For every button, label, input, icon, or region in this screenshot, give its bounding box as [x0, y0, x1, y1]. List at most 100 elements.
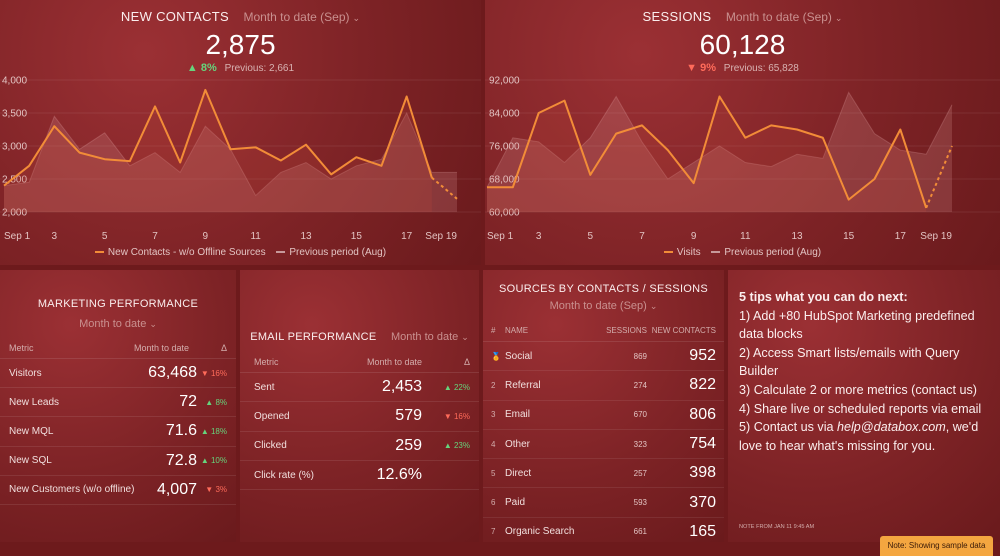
col-sessions: SESSIONS [606, 326, 647, 335]
period-select[interactable]: Month to date (Sep) ⌄ [483, 300, 724, 312]
previous-series-area [487, 92, 952, 212]
new-contacts-panel: NEW CONTACTS Month to date (Sep) ⌄ 2,875 … [0, 0, 481, 265]
sessions-title: SESSIONS [642, 9, 712, 24]
new-contacts-title: NEW CONTACTS [120, 9, 229, 24]
table-row: New Customers (w/o offline) 4,007 ▼ 3% [0, 476, 236, 505]
x-tick-label: 5 [102, 231, 108, 242]
source-sessions: 661 [633, 527, 647, 537]
source-name: Paid [505, 497, 526, 509]
x-tick-label: 11 [250, 231, 261, 242]
x-tick-label: 9 [203, 231, 209, 242]
row-value: 259 [395, 436, 422, 454]
table-row: Clicked 259 ▲ 23% [240, 432, 479, 461]
table-row[interactable]: 6 Paid 593 370 [483, 488, 724, 518]
row-value: 72 [179, 393, 197, 411]
sessions-chart: 92,000 84,000 76,000 68,000 60,000 Sep 1 3 5 7 9 1… [485, 76, 1000, 242]
row-delta: ▲ 10% [200, 456, 227, 466]
x-tick-label: 7 [152, 231, 158, 242]
current-series-area [487, 96, 927, 212]
period-select-label: Month to date (Sep) [725, 10, 832, 24]
table-row: New MQL 71.6 ▲ 18% [0, 417, 236, 447]
legend-label: New Contacts - w/o Offline Sources [107, 247, 266, 258]
row-value: 12.6% [376, 466, 422, 484]
tip-line: 5) Contact us via help@databox.com, we'd… [739, 418, 989, 455]
tips-text: 5 tips what you can do next: 1) Add +80 … [728, 270, 1000, 455]
y-tick-label: 92,000 [489, 76, 520, 87]
delta-percent: 8% [200, 62, 217, 74]
email-performance-panel: EMAIL PERFORMANCE Month to date ⌄ Metric … [240, 270, 479, 542]
period-select[interactable]: Month to date ⌄ [391, 331, 469, 343]
sessions-delta: ▼ 9% Previous: 65,828 [485, 62, 1000, 74]
email-rows: Sent 2,453 ▲ 22% Opened 579 ▼ 16% Clicked 259 ▲ … [240, 373, 479, 491]
marketing-header: MARKETING PERFORMANCE Month to date ⌄ [0, 270, 236, 330]
sample-data-badge[interactable]: Note: Showing sample data [880, 536, 993, 556]
x-tick-label: 11 [740, 231, 751, 242]
period-select[interactable]: Month to date (Sep) ⌄ [726, 10, 843, 24]
source-contacts: 398 [689, 464, 716, 482]
tip-line: 3) Calculate 2 or more metrics (contact … [739, 382, 977, 397]
row-delta: ▲ 22% [443, 382, 470, 392]
row-value: 4,007 [156, 480, 197, 498]
row-value: 72.8 [165, 451, 197, 469]
legend-swatch [276, 251, 286, 254]
row-label: Sent [254, 381, 275, 393]
row-number: 4 [491, 439, 496, 449]
col-num: # [491, 326, 496, 335]
source-sessions: 869 [633, 351, 647, 361]
current-series-line [3, 88, 433, 187]
current-series-projection [925, 145, 953, 209]
legend-label: Visits [676, 247, 701, 258]
row-number: 3 [491, 410, 496, 420]
row-label: New Customers (w/o offline) [9, 484, 135, 496]
source-name: Social [505, 350, 533, 362]
period-select[interactable]: Month to date ⌄ [0, 318, 236, 330]
row-label: Visitors [9, 367, 42, 379]
sessions-value: 60,128 [699, 29, 786, 60]
chevron-down-icon: ⌄ [834, 13, 843, 23]
new-contacts-delta: ▲ 8% Previous: 2,661 [0, 62, 481, 74]
table-row: New Leads 72 ▲ 8% [0, 388, 236, 418]
table-header: Metric Month to date Δ [240, 357, 479, 373]
row-value: 2,453 [381, 378, 422, 396]
x-tick-label: 15 [843, 231, 855, 242]
legend-current: New Contacts - w/o Offline Sources [94, 247, 266, 258]
table-row[interactable]: 7 Organic Search 661 165 [483, 518, 724, 542]
row-number: 7 [491, 527, 496, 537]
table-row: Sent 2,453 ▲ 22% [240, 373, 479, 403]
x-tick-label: 7 [639, 231, 645, 242]
legend-previous: Previous period (Aug) [276, 247, 386, 258]
y-tick-label: 68,000 [489, 175, 520, 186]
chart-legend: Visits Previous period (Aug) [485, 247, 1000, 258]
source-contacts: 165 [689, 522, 716, 540]
sources-panel: SOURCES BY CONTACTS / SESSIONS Month to … [483, 270, 724, 542]
contact-email-link[interactable]: help@databox.com [837, 420, 946, 435]
table-row[interactable]: 3 Email 670 806 [483, 401, 724, 430]
sessions-header: SESSIONS Month to date (Sep) ⌄ [485, 8, 1000, 26]
source-name: Referral [505, 379, 541, 391]
source-sessions: 257 [633, 468, 647, 478]
col-contacts: NEW CONTACTS [651, 326, 716, 335]
source-contacts: 806 [689, 405, 716, 423]
row-number: 6 [491, 498, 496, 508]
source-sessions: 274 [633, 380, 647, 390]
table-row[interactable]: 2 Referral 274 822 [483, 371, 724, 401]
row-delta: ▼ 16% [200, 368, 227, 378]
source-name: Other [505, 438, 531, 450]
source-contacts: 952 [689, 347, 716, 365]
delta-down: ▼ 9% [686, 62, 716, 74]
x-tick-label: 5 [588, 231, 594, 242]
row-label: New SQL [9, 455, 52, 467]
table-row[interactable]: 5 Direct 257 398 [483, 459, 724, 489]
table-row[interactable]: 🏅 Social 869 952 [483, 342, 724, 372]
source-name: Direct [505, 467, 532, 479]
source-contacts: 370 [689, 493, 716, 511]
table-row[interactable]: 4 Other 323 754 [483, 430, 724, 460]
tip-line: 1) Add +80 HubSpot Marketing predefined … [739, 308, 975, 342]
period-select[interactable]: Month to date (Sep) ⌄ [243, 10, 360, 24]
note-timestamp: NOTE FROM JAN 11 9:45 AM [739, 524, 815, 530]
marketing-rows: Visitors 63,468 ▼ 16% New Leads 72 ▲ 8% New MQ… [0, 359, 236, 505]
email-title: EMAIL PERFORMANCE [250, 331, 377, 343]
row-label: New MQL [9, 425, 54, 437]
email-header: EMAIL PERFORMANCE Month to date ⌄ [240, 270, 479, 345]
row-label: Clicked [254, 440, 287, 452]
